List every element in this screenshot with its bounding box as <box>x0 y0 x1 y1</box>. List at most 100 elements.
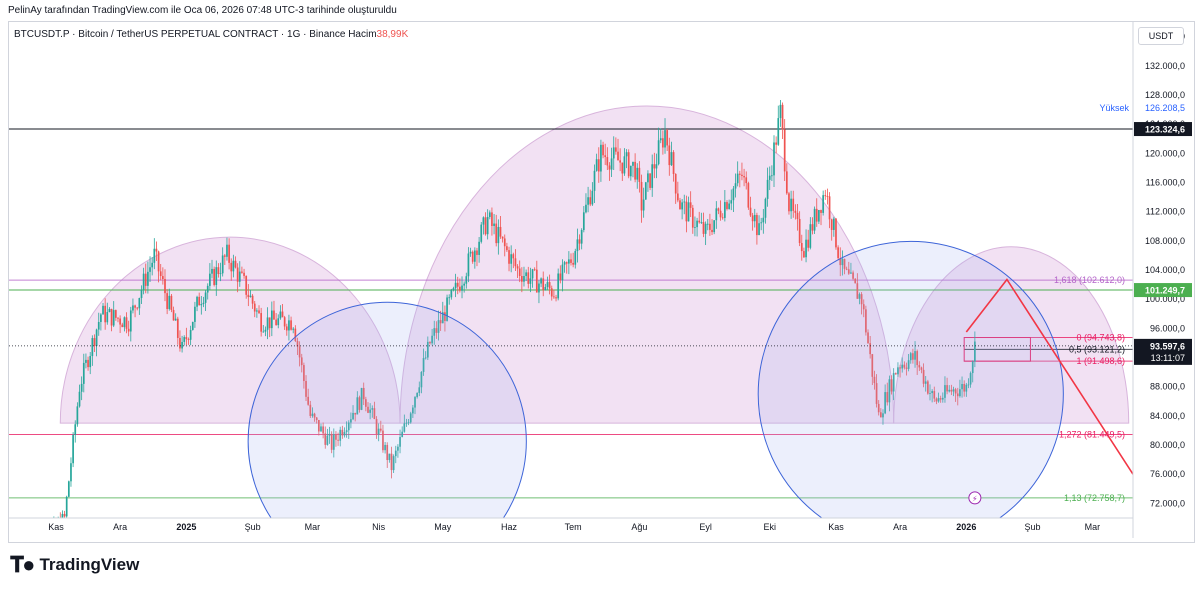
candle-body <box>777 118 780 145</box>
candle-body <box>414 397 416 408</box>
candle <box>687 196 690 222</box>
candle <box>608 162 611 181</box>
candle-body <box>546 282 549 288</box>
candle <box>157 250 160 283</box>
candle <box>401 426 404 438</box>
candle <box>952 386 955 397</box>
candle-body <box>277 318 280 326</box>
candle <box>70 457 72 487</box>
candle-body <box>80 383 83 392</box>
candle <box>884 384 886 415</box>
candle <box>129 306 132 342</box>
candle <box>134 304 136 318</box>
candle <box>228 238 230 270</box>
candle <box>226 237 228 261</box>
candle <box>901 357 904 373</box>
candle <box>625 149 628 169</box>
candle-body <box>629 165 632 177</box>
candle <box>758 215 760 236</box>
candle-body <box>732 188 735 201</box>
candle <box>666 128 669 152</box>
candle-body <box>952 389 955 392</box>
candle-body <box>382 430 384 451</box>
candle <box>638 161 641 193</box>
candle <box>454 273 457 298</box>
candle <box>256 308 258 318</box>
candle <box>42 532 44 544</box>
candle <box>181 335 183 353</box>
candle-body <box>809 224 812 248</box>
candle <box>91 335 94 366</box>
candle-body <box>196 296 198 307</box>
candle-body <box>711 229 713 233</box>
candle-body <box>553 296 555 298</box>
candle <box>388 453 391 463</box>
candle-body <box>172 309 175 321</box>
candle-body <box>241 271 243 273</box>
candle-body <box>234 260 237 268</box>
x-tick-label: Nis <box>372 522 385 532</box>
candle-body <box>766 179 769 199</box>
candle-body <box>87 359 89 368</box>
candle <box>499 215 502 239</box>
candle <box>332 428 335 458</box>
candle-body <box>412 407 414 414</box>
candle-body <box>273 310 275 320</box>
candle <box>236 263 239 293</box>
candle <box>852 270 854 281</box>
candle-body <box>850 272 852 274</box>
candle <box>330 431 333 454</box>
candle <box>830 218 833 241</box>
candle-body <box>882 413 884 418</box>
candle <box>200 295 203 315</box>
candle-body <box>974 341 976 362</box>
plot-area <box>9 100 1133 544</box>
candle-body <box>704 223 707 234</box>
candle-body <box>570 259 572 263</box>
bolt-icon <box>968 491 982 505</box>
candle-body <box>899 367 901 369</box>
candle <box>619 148 622 172</box>
candle-body <box>610 158 613 170</box>
candle <box>525 269 527 282</box>
x-tick-label: Eki <box>763 522 776 532</box>
candle-body <box>456 282 459 287</box>
y-tick-label: 100.000,0 <box>1145 294 1185 304</box>
candle-body <box>405 422 408 424</box>
candle-body <box>74 424 77 435</box>
candle <box>828 192 831 229</box>
candle-body <box>202 302 205 305</box>
candle <box>927 379 929 395</box>
candle-body <box>815 208 818 222</box>
candle-body <box>719 210 722 218</box>
candle <box>674 173 677 204</box>
candle-body <box>589 197 592 205</box>
candle-body <box>933 391 936 399</box>
candle-body <box>944 385 946 398</box>
candle-body <box>636 167 639 180</box>
candle <box>486 209 489 240</box>
symbol-header[interactable]: BTCUSDT.P · Bitcoin / TetherUS PERPETUAL… <box>14 29 408 40</box>
candle-body <box>946 385 948 392</box>
candle <box>837 245 839 261</box>
candle-body <box>582 212 585 231</box>
candle <box>399 429 401 454</box>
symbol-description: BTCUSDT.P · Bitcoin / TetherUS PERPETUAL… <box>14 29 346 40</box>
candle-body <box>803 251 805 258</box>
candle-body <box>285 326 288 331</box>
candle <box>234 256 237 269</box>
candle-body <box>134 305 136 308</box>
candle-body <box>914 351 916 360</box>
candle-body <box>401 431 404 438</box>
candle-body <box>924 381 927 384</box>
candle <box>482 216 485 235</box>
candle <box>104 298 107 330</box>
candle-body <box>909 353 912 361</box>
candle <box>516 264 519 279</box>
candle-body <box>706 223 709 225</box>
candle-body <box>758 223 760 236</box>
level-badge-label-1: 123.324,6 <box>1145 125 1185 135</box>
currency-selector[interactable]: USDT <box>1138 27 1184 45</box>
brand-name: TradingView <box>39 555 140 574</box>
